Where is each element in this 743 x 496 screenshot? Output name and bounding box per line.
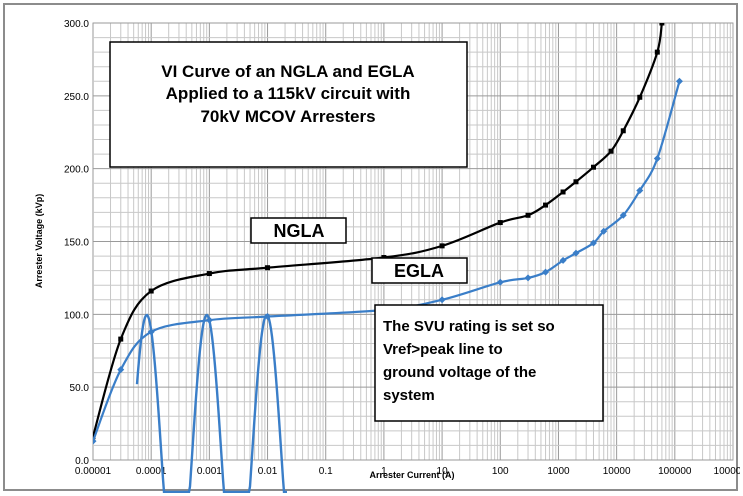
y-tick-label: 150.0 [64,238,89,249]
x-tick-label: 0.01 [258,466,278,477]
data-point [653,154,661,162]
data-point [619,211,627,219]
data-point [637,94,643,100]
title-box: VI Curve of an NGLA and EGLA Applied to … [109,41,468,168]
data-point [675,77,683,85]
data-point [524,274,532,282]
title-line-2: Applied to a 115kV circuit with [166,84,411,103]
svu-note-box: The SVU rating is set so Vref>peak line … [374,304,604,422]
x-axis-title: Arrester Current (A) [369,470,454,480]
svu-note-line-3: ground voltage of the [383,364,536,381]
data-point [543,202,549,208]
chart-frame: 0.0 50.0 100.0 150.0 200.0 250.0 300.0 0.00001… [3,3,740,493]
data-point [118,336,124,342]
data-point [573,179,579,185]
title-line-3: 70kV MCOV Arresters [200,107,375,126]
y-axis-title: Arrester Voltage (kVp) [34,194,44,288]
svu-note-line-1: The SVU rating is set so [383,318,555,335]
title-line-1: VI Curve of an NGLA and EGLA [161,62,414,81]
data-point [542,268,550,276]
x-tick-label: 0.1 [319,466,333,477]
sine-wave [135,313,287,493]
svu-note-line-2: Vref>peak line to [383,341,503,358]
data-point [636,187,644,195]
x-tick-label: 1000 [547,466,570,477]
y-tick-label: 0.0 [75,456,89,467]
data-point [600,227,608,235]
y-tick-label: 300.0 [64,19,89,30]
data-point [206,271,212,277]
ngla-label-box: NGLA [250,217,347,244]
data-point [589,239,597,247]
data-point [525,212,531,218]
data-point [439,243,445,249]
ngla-label: NGLA [274,221,325,241]
y-tick-labels: 0.0 50.0 100.0 150.0 200.0 250.0 300.0 [64,19,89,467]
x-tick-labels: 0.00001 0.0001 0.001 0.01 0.1 1 10 100 1000 10000… [75,466,740,477]
data-point [265,265,271,271]
y-tick-label: 250.0 [64,92,89,103]
data-point [659,23,665,26]
data-point [620,128,626,134]
data-point [590,164,596,170]
y-tick-label: 100.0 [64,310,89,321]
vi-curve-chart: 0.0 50.0 100.0 150.0 200.0 250.0 300.0 0.00001… [34,19,740,493]
x-tick-label: 100 [492,466,509,477]
egla-label-box: EGLA [371,257,468,284]
data-point [572,249,580,257]
x-tick-label: 0.0001 [136,466,167,477]
data-point [608,148,614,154]
y-tick-label: 50.0 [70,383,90,394]
sine-overlay [135,313,287,493]
data-point [560,189,566,195]
svu-note-line-4: system [383,387,435,404]
data-point [148,288,154,294]
data-point [438,296,446,304]
data-point [117,366,125,374]
data-point [559,256,567,264]
data-point [654,49,660,55]
x-tick-label: 0.001 [197,466,222,477]
data-point [93,437,97,445]
egla-label: EGLA [394,261,444,281]
data-point [497,220,503,226]
x-tick-label: 10 [437,466,449,477]
x-tick-label: 10000 [603,466,631,477]
x-tick-label: 100000 [658,466,692,477]
x-tick-label: 0.00001 [75,466,112,477]
x-tick-label: 1 [381,466,387,477]
data-point [496,278,504,286]
x-tick-label: 1000000 [714,466,740,477]
y-tick-label: 200.0 [64,165,89,176]
